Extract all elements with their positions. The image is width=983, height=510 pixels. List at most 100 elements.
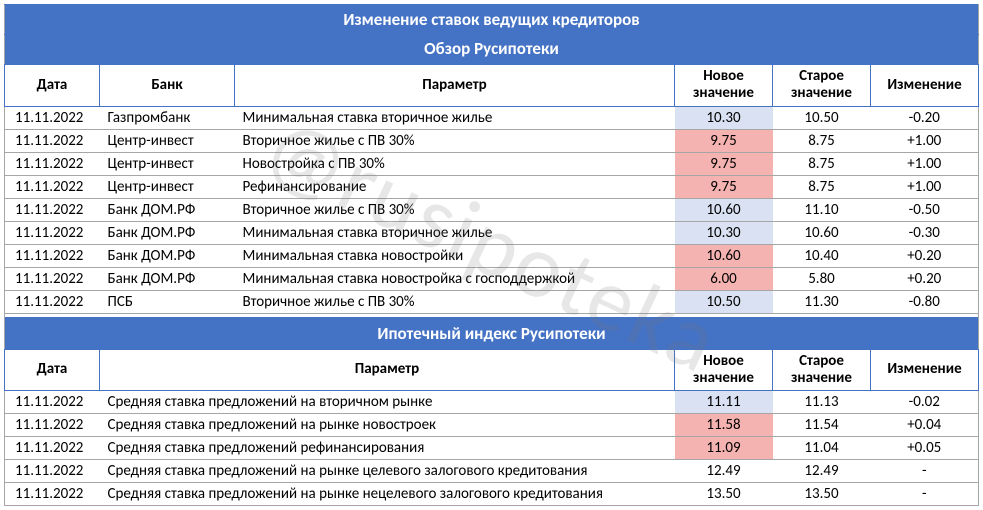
t1-h-ov: Старое значение bbox=[773, 65, 871, 107]
cell-date: 11.11.2022 bbox=[5, 175, 100, 198]
cell-param: Вторичное жилье с ПВ 30% bbox=[235, 198, 675, 221]
table-row: 11.11.2022Центр-инвестРефинансирование9.… bbox=[5, 175, 979, 198]
cell-change: -0.02 bbox=[871, 391, 979, 414]
cell-old-value: 11.54 bbox=[773, 414, 871, 437]
cell-date: 11.11.2022 bbox=[5, 129, 100, 152]
cell-change: -0.80 bbox=[871, 290, 979, 313]
cell-old-value: 8.75 bbox=[773, 129, 871, 152]
t2-h-ov: Старое значение bbox=[773, 349, 871, 391]
cell-change: +1.00 bbox=[871, 129, 979, 152]
cell-param: Новостройка с ПВ 30% bbox=[235, 152, 675, 175]
cell-param: Минимальная ставка вторичное жилье bbox=[235, 106, 675, 129]
cell-new-value: 10.30 bbox=[675, 106, 773, 129]
cell-new-value: 11.09 bbox=[675, 437, 773, 460]
cell-param: Рефинансирование bbox=[235, 175, 675, 198]
cell-bank: Банк ДОМ.РФ bbox=[100, 221, 235, 244]
cell-change: +1.00 bbox=[871, 175, 979, 198]
cell-change: -0.30 bbox=[871, 221, 979, 244]
cell-new-value: 11.11 bbox=[675, 391, 773, 414]
cell-bank: Центр-инвест bbox=[100, 152, 235, 175]
cell-date: 11.11.2022 bbox=[5, 106, 100, 129]
cell-old-value: 10.40 bbox=[773, 244, 871, 267]
t2-h-param: Параметр bbox=[100, 349, 675, 391]
table-row: 11.11.2022Средняя ставка предложений реф… bbox=[5, 437, 979, 460]
rates-table: Изменение ставок ведущих кредиторов Обзо… bbox=[4, 4, 979, 506]
cell-old-value: 8.75 bbox=[773, 152, 871, 175]
table1-title1: Изменение ставок ведущих кредиторов bbox=[5, 5, 979, 35]
cell-old-value: 11.30 bbox=[773, 290, 871, 313]
table-row: 11.11.2022ГазпромбанкМинимальная ставка … bbox=[5, 106, 979, 129]
t1-h-date: Дата bbox=[5, 65, 100, 107]
cell-new-value: 9.75 bbox=[675, 129, 773, 152]
cell-new-value: 10.60 bbox=[675, 244, 773, 267]
cell-date: 11.11.2022 bbox=[5, 221, 100, 244]
cell-old-value: 12.49 bbox=[773, 460, 871, 483]
table1-title2: Обзор Русипотеки bbox=[5, 35, 979, 65]
cell-bank: Газпромбанк bbox=[100, 106, 235, 129]
t1-h-ch: Изменение bbox=[871, 65, 979, 107]
t2-h-ch: Изменение bbox=[871, 349, 979, 391]
cell-old-value: 10.60 bbox=[773, 221, 871, 244]
cell-old-value: 10.50 bbox=[773, 106, 871, 129]
cell-change: +0.05 bbox=[871, 437, 979, 460]
cell-param: Средняя ставка предложений на рынке неце… bbox=[100, 483, 675, 506]
table-row: 11.11.2022Банк ДОМ.РФМинимальная ставка … bbox=[5, 267, 979, 290]
cell-param: Средняя ставка предложений рефинансирова… bbox=[100, 437, 675, 460]
t1-h-nv: Новое значение bbox=[675, 65, 773, 107]
cell-param: Вторичное жилье с ПВ 30% bbox=[235, 129, 675, 152]
table-row: 11.11.2022Средняя ставка предложений на … bbox=[5, 460, 979, 483]
t2-h-nv: Новое значение bbox=[675, 349, 773, 391]
cell-new-value: 11.58 bbox=[675, 414, 773, 437]
cell-param: Вторичное жилье с ПВ 30% bbox=[235, 290, 675, 313]
t1-h-bank: Банк bbox=[100, 65, 235, 107]
table-row: 11.11.2022Банк ДОМ.РФМинимальная ставка … bbox=[5, 244, 979, 267]
cell-new-value: 10.30 bbox=[675, 221, 773, 244]
cell-old-value: 8.75 bbox=[773, 175, 871, 198]
cell-date: 11.11.2022 bbox=[5, 460, 100, 483]
table-row: 11.11.2022Банк ДОМ.РФВторичное жилье с П… bbox=[5, 198, 979, 221]
cell-change: - bbox=[871, 483, 979, 506]
cell-change: - bbox=[871, 460, 979, 483]
t1-h-param: Параметр bbox=[235, 65, 675, 107]
cell-date: 11.11.2022 bbox=[5, 290, 100, 313]
table-row: 11.11.2022Средняя ставка предложений на … bbox=[5, 414, 979, 437]
table-row: 11.11.2022Центр-инвестНовостройка с ПВ 3… bbox=[5, 152, 979, 175]
cell-change: -0.20 bbox=[871, 106, 979, 129]
cell-param: Минимальная ставка новостройки bbox=[235, 244, 675, 267]
cell-date: 11.11.2022 bbox=[5, 244, 100, 267]
cell-new-value: 9.75 bbox=[675, 175, 773, 198]
cell-change: +0.04 bbox=[871, 414, 979, 437]
cell-old-value: 11.10 bbox=[773, 198, 871, 221]
table-row: 11.11.2022Банк ДОМ.РФМинимальная ставка … bbox=[5, 221, 979, 244]
cell-bank: Банк ДОМ.РФ bbox=[100, 198, 235, 221]
cell-old-value: 11.13 bbox=[773, 391, 871, 414]
table-row: 11.11.2022Средняя ставка предложений на … bbox=[5, 391, 979, 414]
cell-date: 11.11.2022 bbox=[5, 267, 100, 290]
cell-change: -0.50 bbox=[871, 198, 979, 221]
cell-bank: Банк ДОМ.РФ bbox=[100, 267, 235, 290]
cell-param: Средняя ставка предложений на рынке ново… bbox=[100, 414, 675, 437]
cell-new-value: 12.49 bbox=[675, 460, 773, 483]
cell-date: 11.11.2022 bbox=[5, 152, 100, 175]
cell-new-value: 10.60 bbox=[675, 198, 773, 221]
cell-new-value: 13.50 bbox=[675, 483, 773, 506]
cell-change: +0.20 bbox=[871, 267, 979, 290]
cell-old-value: 13.50 bbox=[773, 483, 871, 506]
cell-new-value: 10.50 bbox=[675, 290, 773, 313]
table2-title: Ипотечный индекс Русипотеки bbox=[5, 317, 979, 349]
cell-old-value: 11.04 bbox=[773, 437, 871, 460]
cell-param: Средняя ставка предложений на вторичном … bbox=[100, 391, 675, 414]
t2-h-date: Дата bbox=[5, 349, 100, 391]
cell-param: Средняя ставка предложений на рынке целе… bbox=[100, 460, 675, 483]
cell-date: 11.11.2022 bbox=[5, 391, 100, 414]
cell-date: 11.11.2022 bbox=[5, 437, 100, 460]
cell-bank: Центр-инвест bbox=[100, 129, 235, 152]
cell-date: 11.11.2022 bbox=[5, 414, 100, 437]
cell-date: 11.11.2022 bbox=[5, 198, 100, 221]
cell-param: Минимальная ставка вторичное жилье bbox=[235, 221, 675, 244]
cell-bank: Банк ДОМ.РФ bbox=[100, 244, 235, 267]
cell-bank: ПСБ bbox=[100, 290, 235, 313]
cell-new-value: 9.75 bbox=[675, 152, 773, 175]
cell-param: Минимальная ставка новостройка с господд… bbox=[235, 267, 675, 290]
cell-change: +0.20 bbox=[871, 244, 979, 267]
